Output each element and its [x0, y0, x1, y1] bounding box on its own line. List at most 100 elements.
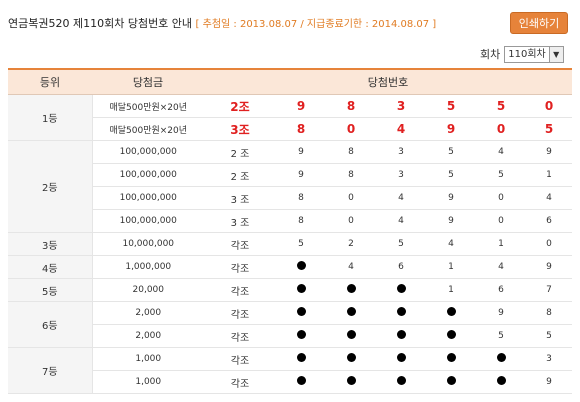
matched-dot-icon [276, 347, 326, 371]
digit-cell: 5 [276, 232, 326, 256]
digit-cell: 5 [476, 94, 526, 118]
dot-icon [446, 330, 456, 339]
prize-cell: 2,000 [92, 324, 204, 348]
digit-cell: 0 [326, 117, 376, 141]
dot-icon [496, 376, 506, 385]
round-select-value: 110회차 [508, 48, 546, 60]
matched-dot-icon [376, 347, 426, 371]
digit-cell: 4 [376, 117, 426, 141]
dot-icon [296, 376, 306, 385]
rank-cell: 1등 [8, 94, 93, 141]
group-cell: 2 조 [204, 140, 276, 164]
matched-dot-icon [376, 301, 426, 325]
table-row: 매달500만원×20년 3조 8 0 4 9 0 5 [8, 117, 573, 141]
table-row: 6등 2,000 각조 9 8 [8, 301, 573, 348]
header: 연금복권520 제110회차 당첨번호 안내 [ 추첨일 : 2013.08.0… [0, 0, 580, 40]
matched-dot-icon [276, 324, 326, 348]
digit-cell: 8 [526, 301, 573, 325]
digit-cell: 8 [276, 209, 326, 233]
dot-icon [496, 353, 506, 362]
dot-icon [446, 353, 456, 362]
matched-dot-icon [326, 301, 376, 325]
digit-cell: 3 [376, 163, 426, 187]
digit-cell: 5 [476, 324, 526, 348]
digit-cell: 7 [526, 278, 573, 302]
digit-cell: 0 [326, 209, 376, 233]
prize-cell: 100,000,000 [92, 140, 204, 164]
print-button[interactable]: 인쇄하기 [510, 12, 568, 34]
rank-cell: 4등 [8, 255, 93, 279]
table-body: 1등 매달500만원×20년 2조 9 8 3 5 5 0 매달500만원×20년 3조 8 0 4 9 0 5… [8, 94, 573, 394]
prize-cell: 20,000 [92, 278, 204, 302]
digit-cell: 8 [326, 94, 376, 118]
matched-dot-icon [276, 278, 326, 302]
round-select[interactable]: 110회차 ▼ [504, 45, 564, 63]
dot-icon [346, 376, 356, 385]
table-row: 1등 매달500만원×20년 2조 9 8 3 5 5 0 [8, 94, 573, 141]
table-row: 4등 1,000,000 각조 4 6 1 4 9 [8, 255, 573, 279]
prize-cell: 매달500만원×20년 [92, 117, 204, 141]
dot-icon [296, 307, 306, 316]
digit-cell: 6 [476, 278, 526, 302]
group-cell: 각조 [204, 232, 276, 256]
rank-cell: 6등 [8, 301, 93, 348]
dot-icon [446, 376, 456, 385]
prize-cell: 매달500만원×20년 [92, 94, 204, 118]
group-cell: 각조 [204, 324, 276, 348]
matched-dot-icon [476, 347, 526, 371]
matched-dot-icon [276, 370, 326, 394]
table-row: 5등 20,000 각조 1 6 7 [8, 278, 573, 302]
digit-cell: 4 [426, 232, 476, 256]
table-row: 3등 10,000,000 각조 5 2 5 4 1 0 [8, 232, 573, 256]
digit-cell: 9 [276, 163, 326, 187]
results-table: 등위 당첨금 당첨번호 1등 매달500만원×20년 2조 9 8 3 5 5 0 매달500만원… [8, 68, 573, 394]
digit-cell: 9 [276, 140, 326, 164]
digit-cell: 4 [476, 140, 526, 164]
digit-cell: 0 [326, 186, 376, 210]
digit-cell: 1 [426, 255, 476, 279]
chevron-down-icon[interactable]: ▼ [548, 46, 563, 62]
matched-dot-icon [426, 370, 476, 394]
rank-cell: 7등 [8, 347, 93, 394]
prize-cell: 100,000,000 [92, 163, 204, 187]
matched-dot-icon [326, 347, 376, 371]
dot-icon [346, 330, 356, 339]
matched-dot-icon [276, 255, 326, 279]
dot-icon [296, 330, 306, 339]
dot-icon [396, 307, 406, 316]
group-cell: 각조 [204, 255, 276, 279]
dot-icon [296, 284, 306, 293]
group-cell: 각조 [204, 278, 276, 302]
digit-cell: 9 [526, 255, 573, 279]
digit-cell: 4 [326, 255, 376, 279]
digit-cell: 8 [326, 140, 376, 164]
digit-cell: 9 [276, 94, 326, 118]
group-cell: 3 조 [204, 186, 276, 210]
page-title: 연금복권520 제110회차 당첨번호 안내 [ 추첨일 : 2013.08.0… [8, 15, 436, 31]
digit-cell: 3 [376, 140, 426, 164]
table-row: 1,000 각조 9 [8, 370, 573, 394]
digit-cell: 9 [426, 186, 476, 210]
digit-cell: 8 [276, 186, 326, 210]
matched-dot-icon [326, 324, 376, 348]
dot-icon [396, 284, 406, 293]
digit-cell: 0 [476, 186, 526, 210]
draw-dates: [ 추첨일 : 2013.08.07 / 지급종료기한 : 2014.08.07… [195, 19, 437, 30]
matched-dot-icon [426, 324, 476, 348]
round-label: 회차 [480, 48, 501, 61]
group-cell: 3 조 [204, 209, 276, 233]
digit-cell: 3 [526, 347, 573, 371]
digit-cell: 5 [526, 324, 573, 348]
prize-cell: 1,000 [92, 370, 204, 394]
digit-cell: 1 [476, 232, 526, 256]
col-numbers: 당첨번호 [204, 68, 573, 95]
group-cell: 2 조 [204, 163, 276, 187]
round-selector: 회차 110회차 ▼ [480, 44, 564, 64]
digit-cell: 5 [526, 117, 573, 141]
digit-cell: 4 [376, 186, 426, 210]
digit-cell: 6 [376, 255, 426, 279]
digit-cell: 8 [276, 117, 326, 141]
col-rank: 등위 [8, 68, 92, 95]
